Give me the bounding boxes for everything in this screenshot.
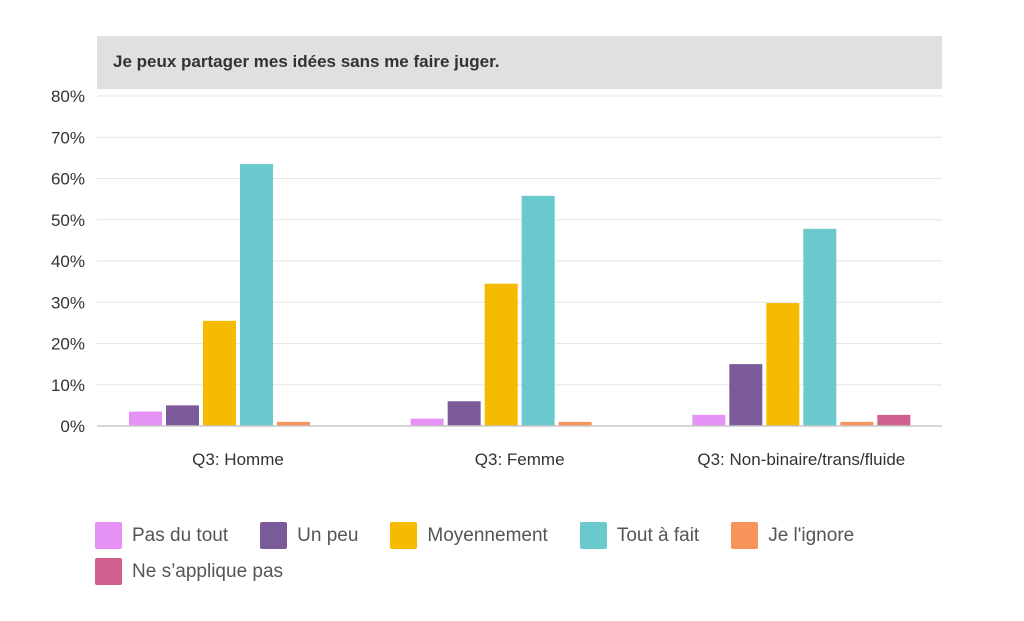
legend-item: Un peu (260, 522, 358, 549)
bar (484, 283, 518, 426)
bars (129, 164, 911, 426)
y-tick-label: 50% (51, 211, 85, 230)
legend-item: Tout à fait (579, 522, 700, 549)
y-tick-label: 10% (51, 376, 85, 395)
chart-title: Je peux partager mes idées sans me faire… (113, 52, 499, 71)
legend-item: Je l'ignore (731, 522, 854, 549)
y-tick-label: 60% (51, 170, 85, 189)
x-category-label: Q3: Non-binaire/trans/fluide (697, 450, 905, 469)
legend-swatch (95, 522, 122, 549)
legend-label: Pas du tout (132, 524, 229, 546)
y-tick-label: 80% (51, 87, 85, 106)
bar (840, 421, 874, 426)
y-tick-label: 30% (51, 293, 85, 312)
legend: Pas du tout Un peu Moyennement Tout à fait J… (95, 522, 975, 585)
bar (240, 164, 273, 426)
bar (729, 364, 763, 426)
bar (521, 195, 555, 426)
bar (277, 421, 310, 426)
y-tick-label: 40% (51, 252, 85, 271)
legend-item: Pas du tout (95, 522, 228, 549)
legend-item: Ne s’applique pas (95, 558, 283, 585)
legend-swatch (95, 558, 122, 585)
bar (803, 228, 837, 426)
legend-swatch (731, 522, 759, 549)
legend-label: Tout à fait (616, 524, 700, 546)
title-banner (97, 36, 942, 89)
legend-item: Moyennement (390, 522, 548, 549)
bar (203, 320, 236, 426)
legend-swatch (579, 522, 607, 549)
y-axis-ticks: 0% 10% 20% 30% 40% 50% 60% 70% 80% (51, 87, 85, 436)
bar (166, 405, 199, 426)
legend-label: Ne s’applique pas (132, 560, 284, 582)
bar (447, 401, 481, 426)
bar (766, 303, 800, 426)
x-category-label: Q3: Femme (475, 450, 565, 469)
legend-swatch (260, 522, 288, 549)
legend-swatch (390, 522, 418, 549)
bar (877, 414, 911, 426)
x-axis-labels: Q3: Homme Q3: Femme Q3: Non-binaire/trans/… (192, 450, 905, 469)
y-tick-label: 20% (51, 335, 85, 354)
legend-label: Un peu (297, 524, 359, 546)
legend-label: Je l'ignore (768, 524, 855, 546)
y-tick-label: 70% (51, 128, 85, 147)
legend-label: Moyennement (427, 524, 548, 546)
bar (129, 411, 162, 426)
bar (558, 421, 592, 426)
bar (692, 414, 726, 426)
bar (410, 418, 444, 426)
gridlines (97, 95, 942, 386)
x-category-label: Q3: Homme (192, 450, 284, 469)
y-tick-label: 0% (60, 417, 85, 436)
